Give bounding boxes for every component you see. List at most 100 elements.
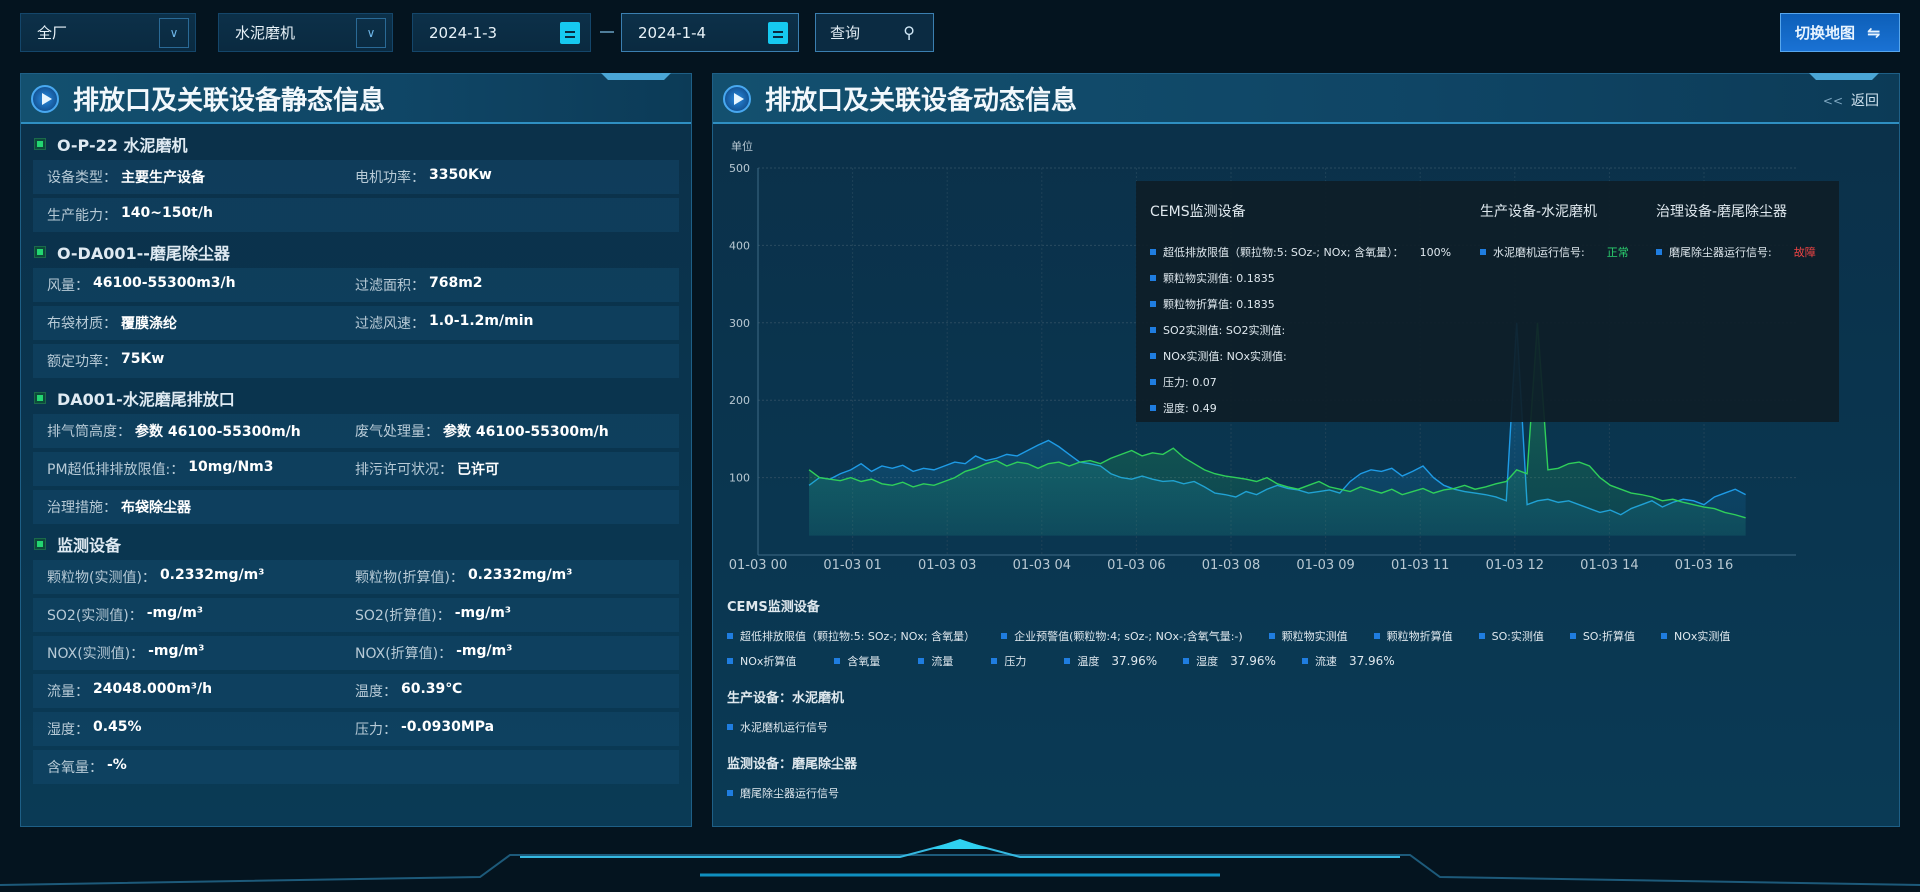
x-tick-label: 01-03 04 — [1013, 558, 1071, 573]
legend-item[interactable]: 湿度 37.96% — [1183, 653, 1276, 669]
field-value: 0.2332mg/m³ — [467, 567, 573, 583]
field-label: 流量： — [47, 684, 89, 700]
panel-header: 排放口及关联设备动态信息 << 返回 — [713, 73, 1899, 124]
legend-item[interactable]: NOx实测值 — [1660, 628, 1730, 644]
info-row: 流量： 24048.000m³/h 温度： 60.39℃ — [33, 674, 679, 708]
chevron-down-icon[interactable]: ∨ — [356, 18, 386, 48]
legend-label: 压力 — [1004, 654, 1027, 668]
device-select-value: 水泥磨机 — [235, 24, 296, 42]
switch-map-label: 切换地图 — [1795, 24, 1856, 42]
info-row: 布袋材质： 覆膜涤纶 过滤风速： 1.0-1.2m/min — [33, 306, 679, 340]
plant-select[interactable]: 全厂 ∨ — [20, 13, 196, 52]
info-field: NOX(折算值)： -mg/m³ — [341, 643, 641, 663]
legend-item[interactable]: 流速 37.96% — [1301, 653, 1395, 669]
tooltip-prod-title: 生产设备-水泥磨机 — [1480, 204, 1598, 220]
swap-arrows-icon: ⇋ — [1867, 23, 1881, 42]
legend-item[interactable]: NOx折算值 — [727, 653, 808, 669]
legend-item[interactable]: 含氧量 — [834, 653, 892, 669]
info-row: 治理措施： 布袋除尘器 — [33, 490, 679, 524]
field-label: 过滤风速： — [355, 316, 425, 332]
legend-marker — [1569, 632, 1576, 639]
legend-item[interactable]: 颗粒物实测值 — [1268, 628, 1348, 644]
date-range-separator — [600, 31, 614, 33]
legend-item[interactable]: SO:实测值 — [1478, 628, 1544, 644]
bullet-icon — [1150, 275, 1156, 281]
play-icon — [31, 85, 59, 113]
legend-item[interactable]: 压力 — [991, 653, 1038, 669]
legend-item[interactable]: 颗粒物折算值 — [1373, 628, 1453, 644]
legend-value: 37.96% — [1111, 653, 1158, 668]
legend-value: 37.96% — [1230, 653, 1276, 668]
info-row: 含氧量： -% — [33, 750, 679, 784]
y-tick-label: 500 — [729, 162, 750, 175]
field-value: 1.0-1.2m/min — [429, 313, 534, 329]
query-label: 查询 — [830, 24, 861, 42]
legend-label: 水泥磨机运行信号 — [740, 720, 828, 734]
info-row: 湿度： 0.45% 压力： -0.0930MPa — [33, 712, 679, 746]
field-label: NOX(折算值)： — [355, 646, 453, 662]
info-row: 设备类型： 主要生产设备 电机功率： 3350Kw — [33, 160, 679, 194]
legend-marker — [1373, 632, 1380, 639]
static-info-list: O-P-22 水泥磨机 设备类型： 主要生产设备 电机功率： 3350Kw 生产能力： 14… — [21, 124, 691, 784]
field-label: SO2(实测值)： — [47, 608, 143, 624]
x-tick-label: 01-03 16 — [1675, 558, 1733, 573]
x-tick-label: 01-03 03 — [918, 558, 976, 573]
query-button[interactable]: 查询 ⚲ — [815, 13, 934, 52]
tooltip-item: 超低排放限值（颗拉物:5: SOz-; NOx; 含氧量）： 100% — [1150, 239, 1480, 265]
tooltip-item-value: 100% — [1419, 245, 1452, 259]
legend-value: 37.96% — [1348, 653, 1395, 668]
legend-item[interactable]: 超低排放限值（颗拉物:5: SOz-; NOx; 含氧量） — [727, 628, 975, 644]
field-value: 3350Kw — [429, 167, 492, 183]
decorative-notch — [1809, 73, 1879, 80]
chevron-down-icon[interactable]: ∨ — [159, 18, 189, 48]
info-row: 排气筒高度： 参数 46100-55300m/h 废气处理量： 参数 46100-55… — [33, 414, 679, 448]
legend-marker — [1064, 657, 1071, 664]
device-select[interactable]: 水泥磨机 ∨ — [218, 13, 393, 52]
legend-item[interactable]: 水泥磨机运行信号 — [727, 719, 828, 735]
calendar-icon[interactable] — [768, 22, 788, 44]
legend-item[interactable]: SO:折算值 — [1569, 628, 1635, 644]
chart-tooltip: CEMS监测设备 超低排放限值（颗拉物:5: SOz-; NOx; 含氧量）： 1… — [1136, 181, 1839, 422]
field-value: 10mg/Nm3 — [188, 459, 274, 475]
legend-label: 温度 — [1077, 654, 1100, 668]
bullet-icon — [1656, 249, 1662, 255]
field-value: 参数 46100-55300m/h — [443, 424, 609, 440]
info-field: 治理措施： 布袋除尘器 — [33, 497, 341, 517]
legend-label: NOx折算值 — [740, 654, 797, 668]
switch-map-button[interactable]: 切换地图 ⇋ — [1780, 13, 1900, 52]
legend-item[interactable]: 流量 — [918, 653, 965, 669]
legend-item[interactable]: 企业预警值(颗粒物:4; sOz-; NOx-;含氧气量:-) — [1001, 628, 1243, 644]
green-square-icon — [35, 393, 45, 403]
legend-item[interactable]: 温度 37.96% — [1064, 653, 1157, 669]
legend-label: 流量 — [931, 654, 954, 668]
tooltip-item: 颗粒物实测值: 0.1835 — [1150, 265, 1480, 291]
panel-title: 排放口及关联设备动态信息 — [765, 85, 1078, 116]
tooltip-treat-item: 磨尾除尘器运行信号: — [1669, 246, 1772, 259]
tooltip-cems-title: CEMS监测设备 — [1150, 204, 1246, 220]
section-header: O-P-22 水泥磨机 — [21, 128, 691, 160]
tooltip-item-label: 压力: 0.07 — [1163, 376, 1217, 389]
back-button[interactable]: << 返回 — [1823, 90, 1879, 110]
legend-item[interactable]: 磨尾除尘器运行信号 — [727, 785, 839, 801]
field-value: 46100-55300m3/h — [93, 275, 236, 291]
info-row: SO2(实测值)： -mg/m³ SO2(折算值)： -mg/m³ — [33, 598, 679, 632]
field-value: 覆膜涤纶 — [121, 316, 177, 332]
field-label: 风量： — [47, 278, 89, 294]
info-field: 排污许可状况： 已许可 — [341, 459, 641, 479]
section-title: 监测设备 — [57, 536, 122, 555]
info-field: 电机功率： 3350Kw — [341, 167, 641, 187]
legend-marker — [727, 723, 733, 730]
info-row: NOX(实测值)： -mg/m³ NOX(折算值)： -mg/m³ — [33, 636, 679, 670]
date-to-input[interactable]: 2024-1-4 — [621, 13, 799, 52]
legend-marker — [727, 632, 733, 639]
tooltip-item-label: 湿度: 0.49 — [1163, 402, 1217, 415]
calendar-icon[interactable] — [560, 22, 580, 44]
info-field: 废气处理量： 参数 46100-55300m/h — [341, 421, 641, 441]
date-from-input[interactable]: 2024-1-3 — [412, 13, 591, 52]
filter-bar: 全厂 ∨ 水泥磨机 ∨ 2024-1-3 2024-1-4 查询 ⚲ 切换地图 ⇋ — [0, 0, 1920, 66]
info-field: 颗粒物(实测值)： 0.2332mg/m³ — [33, 567, 341, 587]
green-square-icon — [35, 539, 45, 549]
info-field: 温度： 60.39℃ — [341, 681, 641, 701]
tooltip-item: 湿度: 0.49 — [1150, 395, 1480, 421]
field-label: 压力： — [355, 722, 397, 738]
